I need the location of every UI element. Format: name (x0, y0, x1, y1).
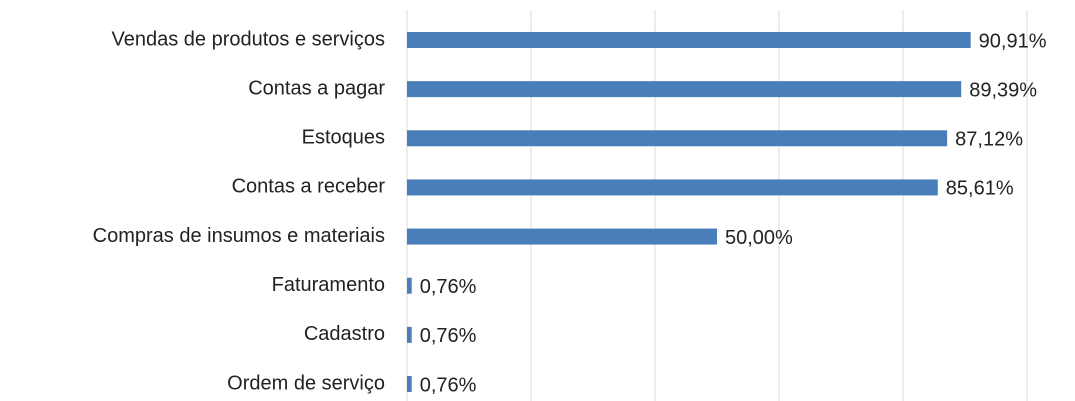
data-label: 87,12% (955, 129, 1023, 151)
y-tick-label: Cadastro (304, 323, 385, 345)
bar (407, 376, 412, 393)
data-label: 89,39% (969, 79, 1037, 101)
bar (407, 179, 938, 196)
bar (407, 81, 962, 98)
data-label: 50,00% (725, 227, 793, 249)
bar (407, 326, 412, 343)
y-tick-label: Estoques (302, 127, 385, 149)
data-label: 85,61% (946, 178, 1014, 200)
y-tick-label: Vendas de produtos e serviços (111, 28, 385, 50)
y-tick-label: Contas a receber (232, 176, 386, 198)
bar (407, 31, 971, 48)
data-label: 90,91% (979, 30, 1047, 52)
y-tick-label: Compras de insumos e materiais (93, 225, 385, 247)
bar (407, 277, 412, 294)
y-tick-label: Ordem de serviço (227, 372, 385, 394)
bar (407, 130, 948, 147)
y-tick-label: Contas a pagar (248, 77, 385, 99)
y-tick-label: Faturamento (272, 274, 385, 296)
data-label: 0,76% (420, 374, 477, 396)
data-label: 0,76% (420, 276, 477, 298)
bar (407, 228, 717, 245)
data-label: 0,76% (420, 325, 477, 347)
